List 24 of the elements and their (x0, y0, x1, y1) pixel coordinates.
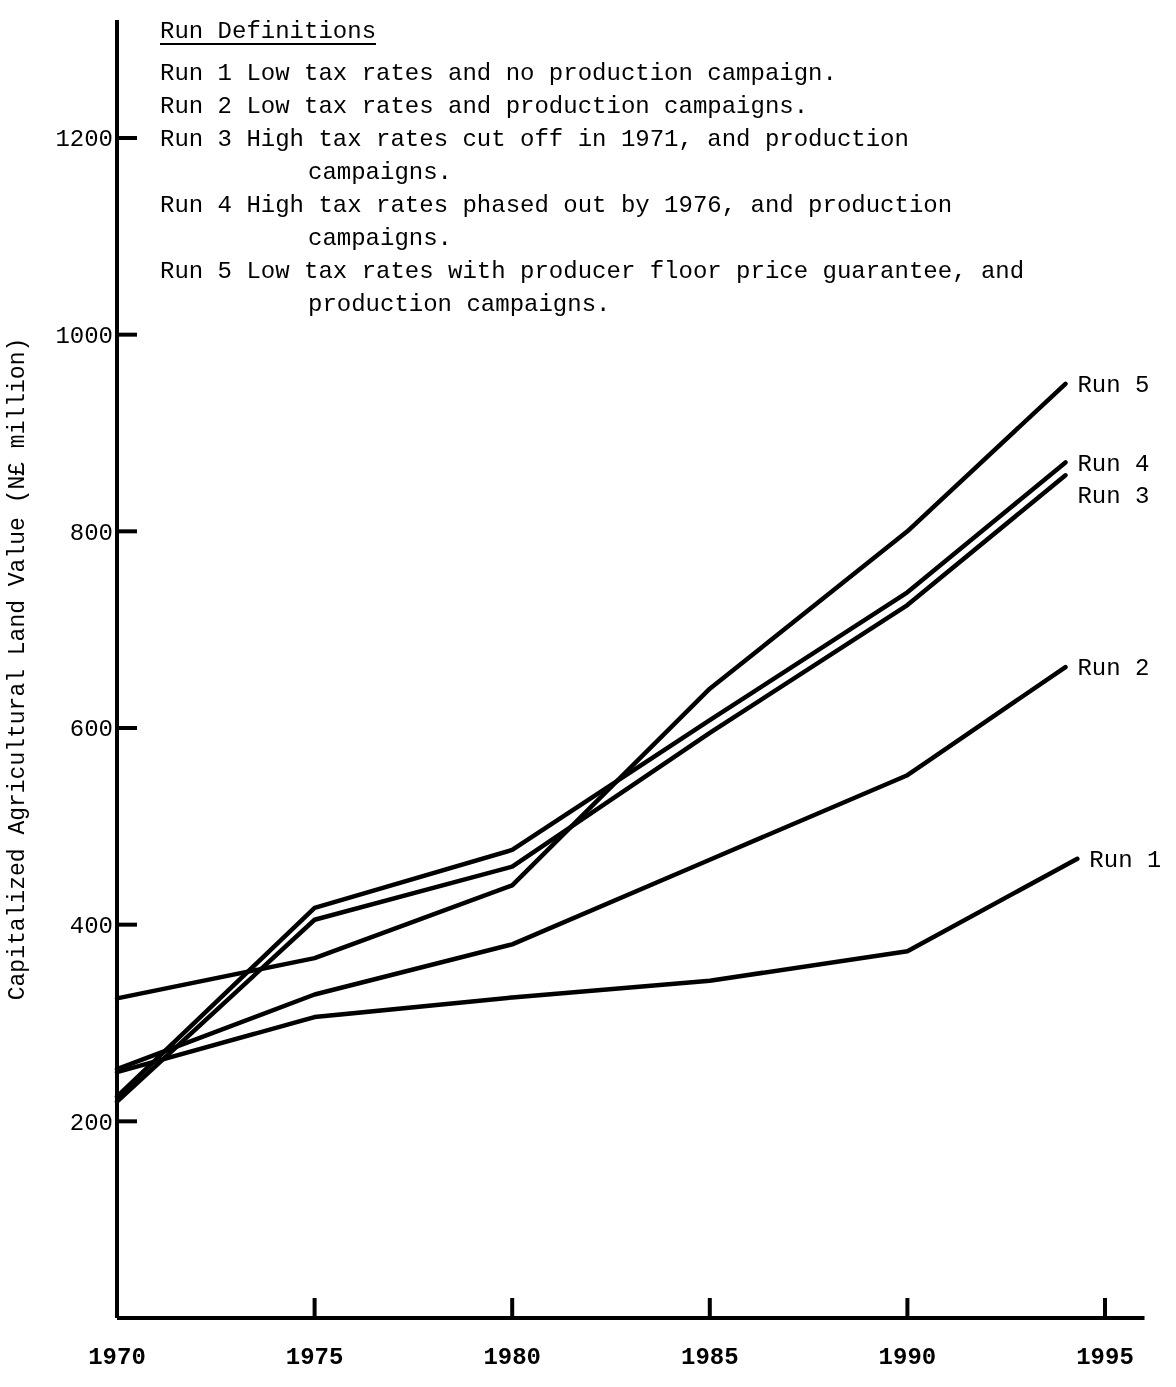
annotation: Run Definitions (160, 18, 377, 45)
x-tick-label: 1995 (1076, 1344, 1134, 1371)
annotation: Run 1 Low tax rates and no production campaign. (160, 60, 837, 87)
y-tick-label: 800 (69, 519, 113, 547)
annotation: Run 2 Low tax rates and production campaigns. (160, 93, 809, 120)
annotation: Run 4 High tax rates phased out by 1976, and production campaigns. (160, 192, 953, 252)
x-tick-label: 1985 (681, 1344, 739, 1371)
annotation: Run 3 High tax rates cut off in 1971, and production campaigns. (160, 126, 909, 186)
y-axis-title: Capitalized Agricultural Land Value (N£ million) (5, 337, 31, 1001)
x-tick-label: 1980 (483, 1344, 541, 1371)
series-label: Run 5 (1077, 372, 1150, 400)
y-tick-label: 600 (69, 716, 113, 744)
x-tick-label: 1990 (878, 1344, 937, 1371)
series-label: Run 2 (1077, 655, 1150, 683)
y-tick-label: 400 (69, 913, 113, 941)
x-tick-label: 1970 (88, 1344, 146, 1371)
series-label: Run 4 (1077, 450, 1150, 478)
series-label: Run 3 (1077, 482, 1150, 510)
y-tick-label: 200 (69, 1109, 113, 1137)
y-tick-label: 1000 (55, 323, 113, 351)
y-tick-label: 1200 (55, 126, 113, 154)
series-label: Run 1 (1089, 847, 1162, 875)
annotation: Run 5 Low tax rates with producer floor price guarantee, and production campaigns. (160, 258, 1025, 318)
x-tick-label: 1975 (285, 1344, 344, 1371)
